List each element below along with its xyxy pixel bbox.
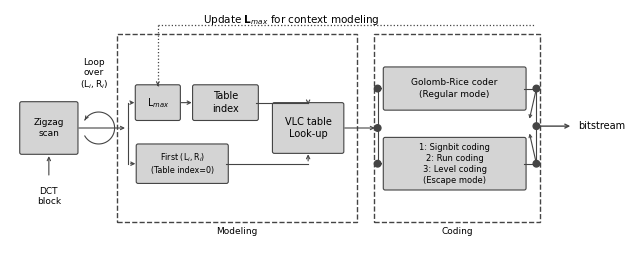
FancyBboxPatch shape: [192, 85, 258, 121]
FancyBboxPatch shape: [135, 85, 181, 121]
FancyBboxPatch shape: [20, 102, 78, 154]
Text: Table
index: Table index: [212, 91, 239, 114]
FancyBboxPatch shape: [383, 67, 526, 110]
Bar: [118, 34, 357, 222]
Text: 1: Signbit coding
2: Run coding
3: Level coding
(Escape mode): 1: Signbit coding 2: Run coding 3: Level…: [419, 143, 490, 185]
FancyBboxPatch shape: [272, 103, 344, 153]
Text: $\mathrm{L}_{max}$: $\mathrm{L}_{max}$: [147, 96, 169, 110]
Circle shape: [374, 161, 381, 167]
Text: Coding: Coding: [441, 227, 473, 236]
FancyBboxPatch shape: [136, 144, 228, 184]
Text: bitstream: bitstream: [578, 121, 625, 131]
Text: Modeling: Modeling: [216, 227, 258, 236]
Circle shape: [533, 123, 540, 130]
Text: First $(\mathrm{L}_i, \mathrm{R}_i)$
(Table index=0): First $(\mathrm{L}_i, \mathrm{R}_i)$ (Ta…: [151, 152, 214, 176]
Circle shape: [533, 85, 540, 92]
Text: Golomb-Rice coder
(Regular mode): Golomb-Rice coder (Regular mode): [411, 79, 498, 99]
Text: Loop
over
$(\mathrm{L}_i,\mathrm{R}_i)$: Loop over $(\mathrm{L}_i,\mathrm{R}_i)$: [80, 58, 108, 91]
Bar: [374, 34, 540, 222]
Circle shape: [533, 161, 540, 167]
Text: VLC table
Look-up: VLC table Look-up: [285, 117, 332, 139]
FancyBboxPatch shape: [383, 137, 526, 190]
Text: DCT
block: DCT block: [37, 187, 61, 206]
Text: Update $\mathbf{L}_{max}$ for context modeling: Update $\mathbf{L}_{max}$ for context mo…: [203, 13, 379, 27]
Circle shape: [374, 85, 381, 92]
Text: Zigzag
scan: Zigzag scan: [34, 118, 64, 138]
Circle shape: [374, 125, 381, 131]
